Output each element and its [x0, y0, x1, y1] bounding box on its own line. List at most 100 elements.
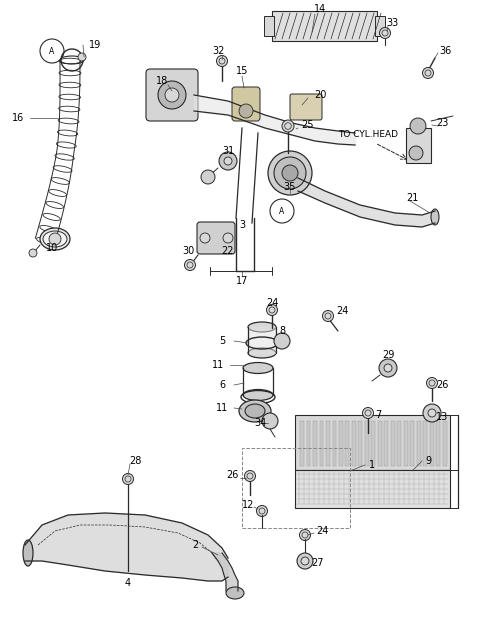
Text: 34: 34 — [254, 418, 266, 428]
Circle shape — [300, 529, 311, 541]
Ellipse shape — [23, 540, 33, 566]
Text: 27: 27 — [312, 558, 324, 568]
Text: 26: 26 — [226, 470, 238, 480]
Text: 20: 20 — [314, 90, 326, 100]
FancyBboxPatch shape — [197, 222, 235, 254]
Text: 18: 18 — [156, 76, 168, 86]
Bar — [320, 421, 324, 466]
Circle shape — [297, 553, 313, 569]
Circle shape — [285, 123, 291, 129]
Text: A: A — [49, 46, 55, 56]
Circle shape — [259, 508, 265, 514]
Ellipse shape — [226, 587, 244, 599]
Circle shape — [244, 470, 255, 482]
Text: 25: 25 — [302, 120, 314, 130]
Text: 36: 36 — [439, 46, 451, 56]
Ellipse shape — [248, 348, 276, 358]
Circle shape — [268, 151, 312, 195]
Ellipse shape — [239, 400, 271, 422]
Ellipse shape — [245, 404, 265, 418]
Bar — [436, 421, 440, 466]
Text: 15: 15 — [236, 66, 248, 76]
Circle shape — [187, 262, 193, 268]
Bar — [372, 421, 375, 466]
Bar — [346, 421, 349, 466]
Circle shape — [282, 120, 294, 132]
Polygon shape — [25, 513, 228, 581]
Bar — [307, 421, 310, 466]
Text: 11: 11 — [216, 403, 228, 413]
Bar — [378, 421, 382, 466]
Text: 19: 19 — [89, 40, 101, 50]
Circle shape — [184, 260, 195, 270]
FancyBboxPatch shape — [290, 94, 322, 120]
Bar — [375, 16, 385, 36]
FancyBboxPatch shape — [232, 87, 260, 121]
Circle shape — [422, 68, 433, 78]
Text: 33: 33 — [386, 18, 398, 28]
Text: 16: 16 — [12, 113, 24, 123]
Circle shape — [216, 56, 228, 66]
Text: 11: 11 — [212, 360, 224, 370]
Circle shape — [247, 473, 253, 479]
Circle shape — [282, 165, 298, 181]
Bar — [359, 421, 362, 466]
FancyBboxPatch shape — [146, 69, 198, 121]
Text: 31: 31 — [222, 146, 234, 156]
Text: 24: 24 — [266, 298, 278, 308]
Polygon shape — [212, 553, 238, 591]
Ellipse shape — [43, 231, 67, 247]
Bar — [352, 421, 356, 466]
Text: 28: 28 — [129, 456, 141, 466]
Circle shape — [200, 233, 210, 243]
Circle shape — [409, 146, 423, 160]
Bar — [406, 128, 431, 163]
Circle shape — [78, 53, 86, 61]
Bar — [410, 421, 414, 466]
Bar — [333, 421, 336, 466]
Bar — [264, 16, 274, 36]
Bar — [300, 421, 304, 466]
Bar — [295, 415, 450, 470]
Text: 7: 7 — [375, 410, 381, 420]
Bar — [397, 421, 401, 466]
Text: 21: 21 — [406, 193, 418, 203]
Circle shape — [122, 473, 133, 484]
Text: TO CYL.HEAD: TO CYL.HEAD — [338, 130, 398, 139]
Bar — [339, 421, 343, 466]
Bar — [242, 448, 350, 528]
Text: 14: 14 — [314, 4, 326, 14]
Circle shape — [362, 408, 373, 418]
Bar — [423, 421, 427, 466]
Bar — [384, 421, 388, 466]
Bar — [430, 421, 434, 466]
Circle shape — [384, 364, 392, 372]
Circle shape — [382, 30, 388, 36]
Text: 6: 6 — [219, 380, 225, 390]
Circle shape — [274, 333, 290, 349]
Circle shape — [224, 157, 232, 165]
Circle shape — [427, 377, 437, 389]
Text: 2: 2 — [192, 540, 198, 550]
Circle shape — [266, 304, 277, 315]
Text: 35: 35 — [284, 182, 296, 192]
Circle shape — [158, 81, 186, 109]
Bar — [404, 421, 408, 466]
Ellipse shape — [243, 389, 273, 401]
Bar — [417, 421, 421, 466]
Circle shape — [201, 170, 215, 184]
Text: 9: 9 — [425, 456, 431, 466]
Circle shape — [29, 249, 37, 257]
Circle shape — [274, 157, 306, 189]
Circle shape — [410, 118, 426, 134]
Circle shape — [219, 58, 225, 64]
Text: 17: 17 — [236, 276, 248, 286]
Text: 24: 24 — [336, 306, 348, 316]
Text: 5: 5 — [219, 336, 225, 346]
Bar — [391, 421, 395, 466]
Circle shape — [365, 410, 371, 416]
Text: 3: 3 — [239, 220, 245, 230]
Text: 24: 24 — [316, 526, 328, 536]
Circle shape — [380, 27, 391, 39]
Text: 29: 29 — [382, 350, 394, 360]
